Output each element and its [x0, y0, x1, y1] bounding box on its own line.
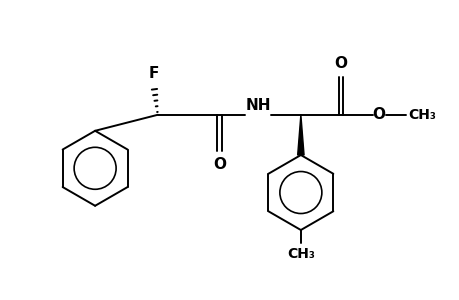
Text: O: O: [371, 107, 384, 122]
Text: NH: NH: [245, 98, 270, 112]
Text: CH₃: CH₃: [286, 248, 314, 261]
Text: O: O: [334, 56, 347, 71]
Text: O: O: [213, 157, 225, 172]
Text: F: F: [149, 66, 159, 81]
Text: CH₃: CH₃: [408, 108, 435, 122]
Polygon shape: [297, 115, 303, 155]
